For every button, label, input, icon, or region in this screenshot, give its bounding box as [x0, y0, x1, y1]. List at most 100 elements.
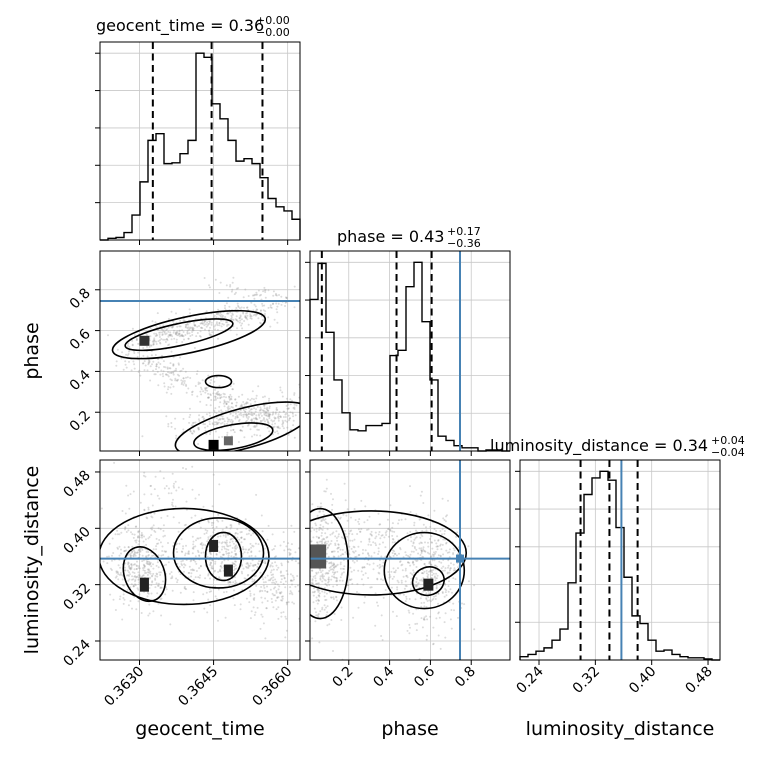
scatter-phase-lumdist-sample-point	[306, 559, 308, 561]
scatter-geocent-time-phase-sample-point	[200, 322, 203, 325]
scatter-geocent-time-lumdist-sample-point	[139, 548, 142, 551]
scatter-geocent-time-phase-sample-point	[221, 316, 224, 319]
scatter-phase-lumdist-sample-point	[398, 519, 400, 522]
scatter-geocent-time-lumdist-sample-point	[203, 607, 206, 610]
scatter-geocent-time-lumdist-sample-point	[280, 570, 282, 573]
scatter-phase-lumdist-sample-point	[416, 584, 419, 587]
scatter-geocent-time-lumdist-sample-point	[149, 561, 152, 564]
scatter-phase-lumdist-sample-point	[317, 585, 320, 588]
scatter-phase-lumdist-sample-point	[400, 581, 403, 584]
scatter-phase-lumdist-sample-point	[306, 566, 308, 568]
scatter-phase-lumdist-sample-point	[327, 544, 330, 547]
scatter-geocent-time-lumdist-sample-point	[280, 595, 283, 598]
scatter-phase-lumdist-sample-point	[441, 543, 444, 546]
scatter-geocent-time-lumdist-sample-point	[293, 530, 296, 533]
scatter-geocent-time-phase-sample-point	[245, 416, 248, 419]
scatter-phase-lumdist-sample-point	[407, 609, 410, 612]
scatter-phase-lumdist-sample-point	[420, 605, 423, 608]
scatter-geocent-time-phase-sample-point	[155, 363, 158, 366]
scatter-geocent-time-lumdist-sample-point	[184, 587, 187, 590]
hist-luminosity-distance-xtick-label: 0.24	[513, 663, 546, 696]
scatter-phase-lumdist-sample-point	[326, 611, 329, 614]
scatter-geocent-time-lumdist-sample-point	[123, 598, 126, 601]
scatter-phase-lumdist-sample-point	[435, 617, 438, 620]
scatter-geocent-time-lumdist-sample-point	[272, 579, 274, 582]
scatter-geocent-time-lumdist-sample-point	[228, 541, 231, 544]
scatter-geocent-time-lumdist-sample-point	[225, 552, 228, 555]
scatter-phase-lumdist-sample-point	[387, 571, 390, 573]
scatter-geocent-time-lumdist-sample-point	[248, 529, 251, 532]
scatter-geocent-time-phase-sample-point	[252, 398, 255, 401]
scatter-geocent-time-lumdist-sample-point	[115, 570, 118, 573]
scatter-geocent-time-phase-sample-point	[274, 422, 276, 425]
scatter-phase-lumdist-sample-point	[418, 542, 421, 545]
scatter-geocent-time-lumdist-sample-point	[245, 565, 248, 568]
scatter-geocent-time-lumdist-sample-point	[248, 548, 251, 551]
scatter-geocent-time-phase-sample-point	[115, 364, 118, 367]
scatter-phase-lumdist-sample-point	[421, 572, 424, 575]
scatter-geocent-time-lumdist-sample-point	[196, 549, 199, 552]
scatter-phase-lumdist-sample-point	[397, 567, 399, 570]
scatter-geocent-time-phase-sample-point	[264, 291, 267, 293]
scatter-geocent-time-phase-sample-point	[163, 330, 166, 333]
contour-geocent-time-lumdist	[122, 546, 167, 603]
scatter-geocent-time-phase-sample-point	[163, 327, 166, 330]
scatter-geocent-time-lumdist-sample-point	[240, 564, 243, 567]
scatter-phase-lumdist-sample-point	[337, 555, 340, 558]
scatter-phase-lumdist-sample-point	[324, 579, 327, 582]
contour-phase-lumdist	[310, 510, 467, 596]
scatter-geocent-time-phase-sample-point	[289, 411, 292, 414]
scatter-geocent-time-phase-sample-point	[213, 325, 216, 328]
scatter-geocent-time-lumdist-sample-point	[125, 484, 128, 487]
scatter-geocent-time-lumdist-sample-point	[137, 576, 140, 579]
scatter-geocent-time-phase-sample-point	[277, 426, 280, 429]
scatter-geocent-time-phase-sample-point	[277, 413, 280, 416]
scatter-geocent-time-phase-sample-point	[191, 329, 194, 331]
scatter-phase-lumdist-sample-point	[409, 536, 412, 539]
scatter-geocent-time-phase-sample-point	[238, 317, 241, 320]
scatter-geocent-time-phase-sample-point	[263, 289, 266, 292]
scatter-phase-lumdist-sample-point	[384, 546, 387, 549]
scatter-geocent-time-lumdist-sample-point	[94, 568, 96, 570]
hist-geocent-time-frame	[99, 41, 301, 241]
scatter-geocent-time-phase-sample-point	[219, 319, 222, 322]
scatter-geocent-time-lumdist-sample-point	[182, 547, 184, 550]
scatter-phase-lumdist-sample-point	[318, 589, 321, 592]
scatter-phase-lumdist-sample-point	[446, 514, 448, 517]
scatter-geocent-time-lumdist-sample-point	[147, 571, 149, 574]
scatter-geocent-time-phase-sample-point	[181, 341, 184, 343]
scatter-geocent-time-phase-sample-point	[225, 302, 228, 305]
scatter-phase-lumdist-sample-point	[452, 552, 455, 554]
scatter-geocent-time-lumdist-sample-point	[254, 564, 257, 566]
scatter-geocent-time-phase-sample-point	[276, 321, 279, 324]
scatter-geocent-time-phase-sample-point	[177, 362, 180, 365]
scatter-phase-lumdist-sample-point	[328, 566, 331, 569]
scatter-geocent-time-lumdist-sample-point	[285, 601, 288, 604]
scatter-phase-lumdist-sample-point	[351, 539, 354, 542]
scatter-geocent-time-lumdist-sample-point	[145, 543, 148, 546]
scatter-geocent-time-phase-sample-point	[289, 417, 291, 420]
scatter-geocent-time-lumdist-sample-point	[128, 571, 131, 574]
scatter-geocent-time-lumdist-sample-point	[191, 535, 194, 538]
scatter-phase-lumdist-sample-point	[361, 566, 364, 569]
scatter-phase-lumdist-sample-point	[406, 576, 409, 579]
scatter-geocent-time-lumdist-sample-point	[148, 587, 151, 589]
scatter-phase-lumdist-sample-point	[391, 541, 394, 544]
scatter-geocent-time-lumdist-sample-point	[132, 585, 135, 588]
scatter-geocent-time-lumdist-sample-point	[146, 595, 149, 598]
scatter-phase-lumdist-sample-point	[423, 570, 426, 573]
scatter-geocent-time-phase-sample-point	[176, 332, 179, 334]
scatter-geocent-time-lumdist-sample-point	[279, 571, 282, 574]
scatter-phase-lumdist-sample-point	[456, 531, 459, 534]
scatter-geocent-time-lumdist-sample-point	[269, 578, 272, 581]
scatter-geocent-time-lumdist-sample-point	[207, 521, 210, 524]
scatter-geocent-time-phase-ytick-label: 0.6	[67, 326, 94, 353]
scatter-geocent-time-phase-sample-point	[179, 334, 182, 337]
scatter-geocent-time-phase-sample-point	[204, 388, 207, 390]
scatter-phase-lumdist-sample-point	[316, 541, 319, 544]
scatter-geocent-time-lumdist-sample-point	[130, 564, 133, 567]
scatter-geocent-time-lumdist-sample-point	[200, 542, 203, 544]
scatter-phase-lumdist-sample-point	[431, 571, 433, 574]
scatter-geocent-time-lumdist-sample-point	[131, 571, 134, 574]
scatter-geocent-time-phase-sample-point	[263, 407, 266, 410]
